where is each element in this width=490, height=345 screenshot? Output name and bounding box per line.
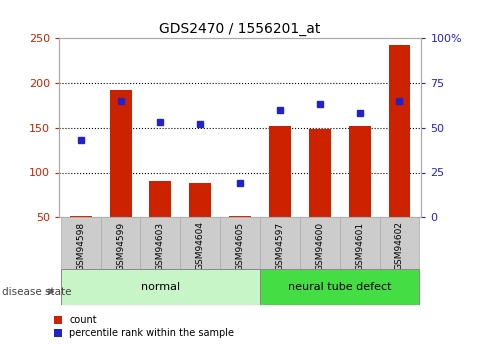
Text: GSM94598: GSM94598 (76, 221, 85, 270)
Text: GSM94603: GSM94603 (156, 221, 165, 270)
Bar (149, 180, 171, 217)
Bar (260, 269, 419, 305)
Bar (61, 217, 100, 269)
Bar (300, 217, 340, 269)
Text: neural tube defect: neural tube defect (288, 282, 392, 292)
Bar (70, 216, 92, 217)
Text: GSM94597: GSM94597 (275, 221, 285, 270)
Bar (141, 217, 180, 269)
Text: GSM94599: GSM94599 (116, 221, 125, 270)
Bar (229, 216, 251, 217)
Text: GSM94600: GSM94600 (315, 221, 324, 270)
Bar (269, 126, 291, 217)
Text: disease state: disease state (2, 287, 72, 296)
Title: GDS2470 / 1556201_at: GDS2470 / 1556201_at (159, 21, 321, 36)
Bar (380, 217, 419, 269)
Bar (340, 217, 380, 269)
Bar (100, 217, 141, 269)
Bar (309, 129, 331, 217)
Bar (61, 269, 260, 305)
Bar (389, 45, 411, 217)
Bar (180, 217, 220, 269)
Text: normal: normal (141, 282, 180, 292)
Text: GSM94604: GSM94604 (196, 221, 205, 270)
Bar (220, 217, 260, 269)
Bar (349, 126, 370, 217)
Bar (110, 90, 131, 217)
Text: GSM94601: GSM94601 (355, 221, 364, 270)
Bar (189, 183, 211, 217)
Legend: count, percentile rank within the sample: count, percentile rank within the sample (54, 315, 234, 338)
Text: GSM94602: GSM94602 (395, 221, 404, 270)
Bar (260, 217, 300, 269)
Text: GSM94605: GSM94605 (236, 221, 245, 270)
